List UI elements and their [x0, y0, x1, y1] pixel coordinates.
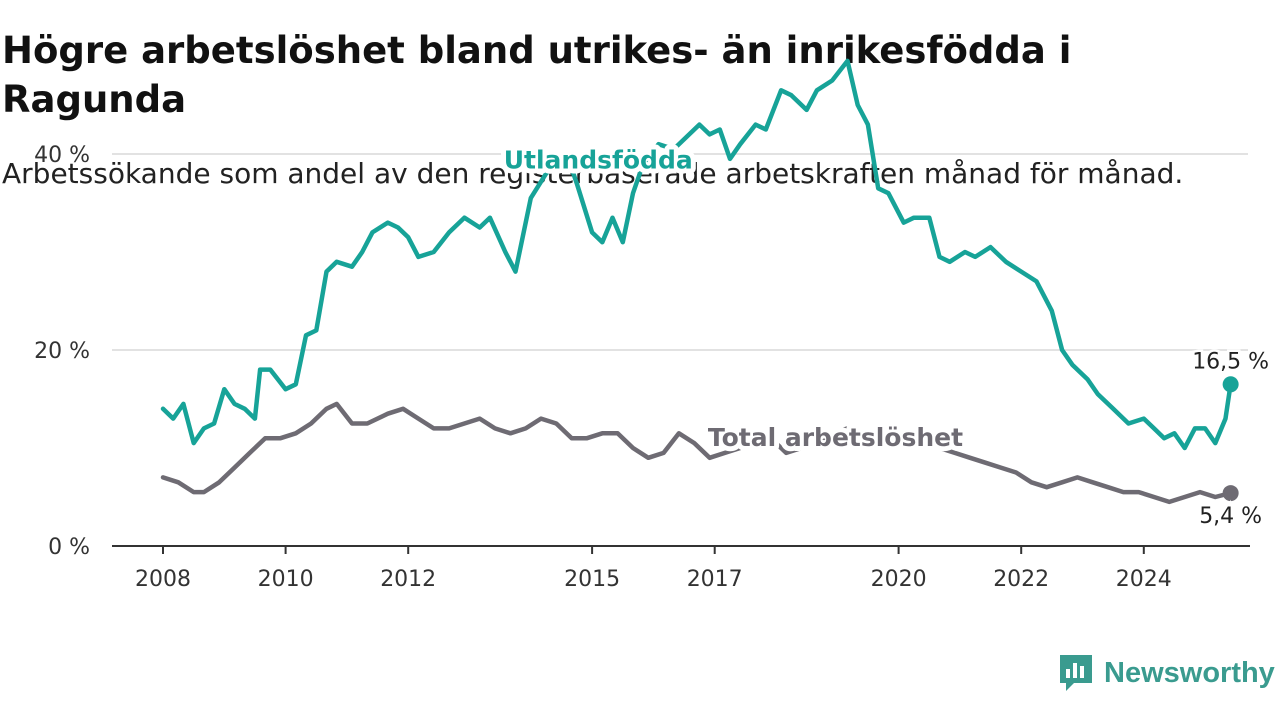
- series-labels: 16,5 % 5,4 % Utlandsfödda Total arbetslöshe…: [499, 141, 1272, 532]
- x-tick-label: 2024: [1116, 567, 1172, 592]
- newsworthy-brand: Newsworthy: [1058, 651, 1275, 695]
- brand-name: Newsworthy: [1104, 656, 1275, 689]
- x-tick-label: 2022: [993, 567, 1049, 592]
- chart-title: Högre arbetslöshet bland utrikes- än inr…: [2, 29, 1072, 121]
- chart-subtitle: Arbetssökande som andel av den registerb…: [2, 157, 1184, 190]
- end-point-total: [1222, 485, 1239, 502]
- end-value-label-utlandsfodda: 16,5 %: [1192, 349, 1269, 374]
- end-value-label-total: 5,4 %: [1199, 504, 1262, 529]
- y-tick-label: 20 %: [34, 339, 90, 364]
- end-point-utlandsfodda: [1222, 376, 1239, 393]
- x-tick-label: 2020: [871, 567, 927, 592]
- x-tick-label: 2017: [687, 567, 743, 592]
- y-tick-label: 40 %: [34, 143, 90, 168]
- x-axis: 2008 2010 2012 2015 2017 2020 2022 2024: [112, 545, 1250, 592]
- series-line-utlandsfodda: [160, 58, 1233, 451]
- x-tick-label: 2008: [135, 567, 191, 592]
- series-name-label-utlandsfodda: Utlandsfödda: [504, 146, 693, 175]
- y-tick-label: 0 %: [48, 535, 90, 560]
- x-tick-label: 2012: [380, 567, 436, 592]
- series-name-label-total: Total arbetslöshet: [708, 423, 963, 452]
- gridlines: 0 % 20 % 40 %: [34, 143, 1248, 560]
- series-lines: [160, 58, 1239, 505]
- x-tick-label: 2010: [258, 567, 314, 592]
- series-line-total: [160, 401, 1233, 505]
- newsworthy-chart-logo-icon: [1060, 655, 1092, 691]
- x-tick-label: 2015: [564, 567, 620, 592]
